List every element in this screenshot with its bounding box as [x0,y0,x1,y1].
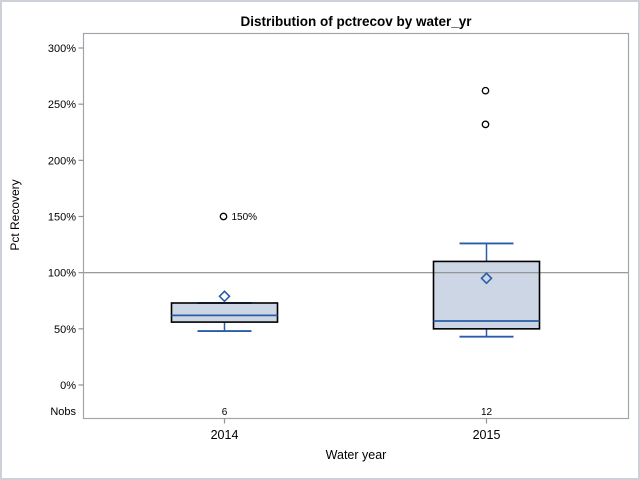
outlier-point [481,120,490,129]
x-axis-title: Water year [326,448,387,462]
y-tick-label: 50% [54,324,76,336]
y-tick-label: 0% [60,380,76,392]
y-tick-label: 250% [48,99,76,111]
nobs-value: 12 [481,407,493,418]
x-tick-label: 2015 [473,428,501,442]
nobs-value: 6 [222,407,228,418]
box-outline [170,302,279,323]
box-fill-2015 [433,261,540,329]
nobs-row-label: Nobs [50,406,76,418]
box-outline [432,260,541,330]
box-fill-2014 [171,302,278,323]
outlier-label: 150% [232,212,258,223]
boxplot-group-2015 [432,86,541,338]
plot-frame [82,32,630,420]
mean-diamond [218,290,231,303]
y-axis-title: Pct Recovery [8,179,22,250]
y-tick-label: 100% [48,268,76,280]
mean-diamond [480,272,493,285]
y-tick-label: 300% [48,43,76,55]
boxplot-group-2014: 150% [170,212,279,332]
chart-title: Distribution of pctrecov by water_yr [240,14,472,29]
x-tick-label: 2014 [211,428,239,442]
outlier-point [219,212,228,221]
y-tick-label: 150% [48,212,76,224]
y-tick-label: 200% [48,155,76,167]
outlier-point [481,86,490,95]
